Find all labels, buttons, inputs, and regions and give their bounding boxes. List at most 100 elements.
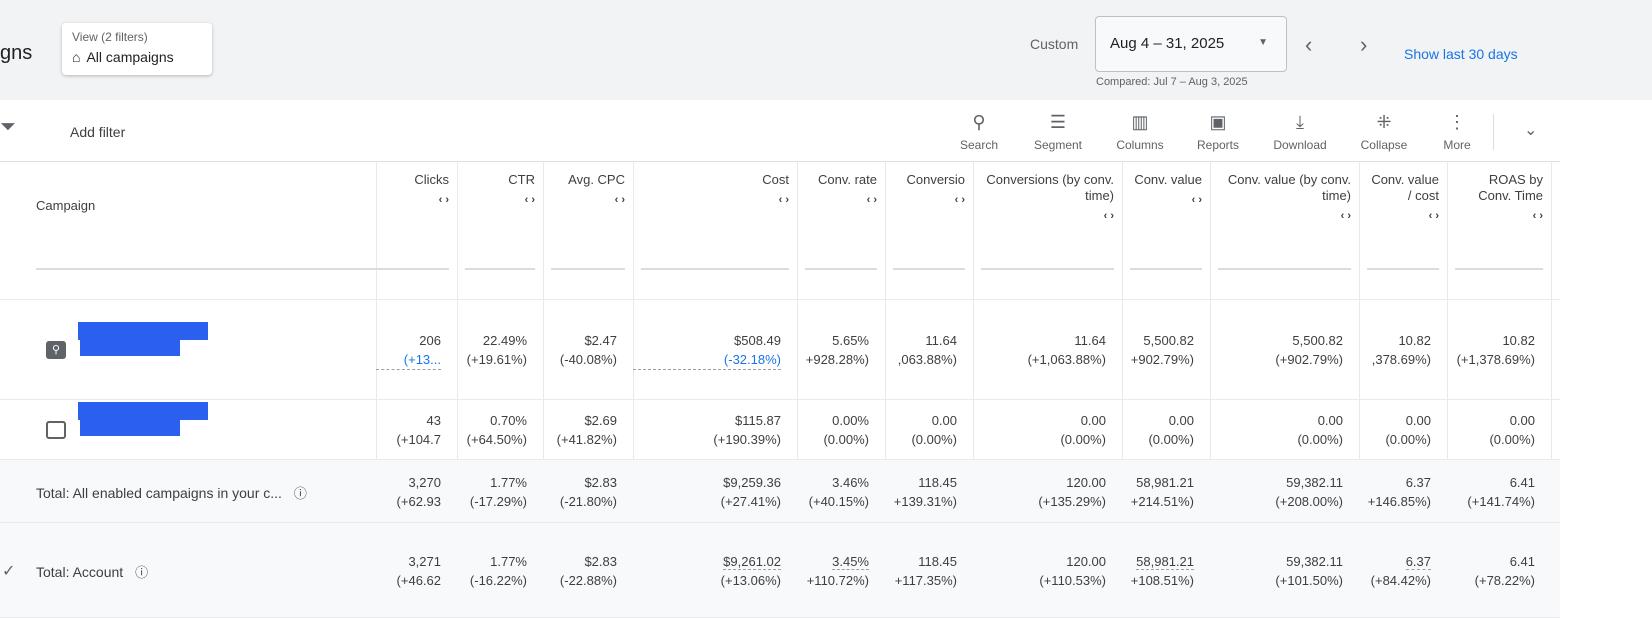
metric-change: (-21.80%)	[559, 493, 617, 509]
sort-icon[interactable]: ‹ ›	[614, 194, 625, 206]
cell-conv-rate: 3.45% +110.72%)	[797, 552, 869, 590]
sort-icon[interactable]: ‹ ›	[954, 194, 965, 206]
table-row[interactable]: ⚲ 206 (+13... 22.49% (+19.61%) $2.47 (-40.08%)…	[0, 300, 1560, 400]
date-range: Aug 4 – 31, 2025	[1110, 35, 1225, 52]
next-period-button[interactable]: ›	[1360, 32, 1368, 57]
column-divider	[376, 162, 377, 618]
cell-conv-value-cost: 6.37 +146.85%)	[1359, 473, 1431, 511]
toolbar-download-button[interactable]: ⤓ Download	[1268, 110, 1332, 152]
column-header-avg-cpc[interactable]: Avg. CPC ‹ ›	[551, 162, 625, 270]
column-header-roas-by-conv-time[interactable]: ROAS by Conv. Time ‹ ›	[1455, 162, 1543, 270]
metric-value: $9,261.02	[723, 553, 781, 570]
cell-conv-value-by-conv-time: 5,500.82 (+902.79%)	[1210, 331, 1343, 369]
cell-conv-value-cost: 0.00 (0.00%)	[1359, 411, 1431, 449]
metric-change: (+84.42%)	[1370, 572, 1431, 588]
metric-value: $9,259.36	[723, 474, 781, 490]
toolbar-divider	[1493, 114, 1494, 150]
help-icon[interactable]: ⓘ	[293, 485, 307, 501]
toolbar-segment-button[interactable]: ☰ Segment	[1030, 110, 1086, 152]
column-header-cost[interactable]: Cost ‹ ›	[641, 162, 789, 270]
column-header-conv-value-cost[interactable]: Conv. value / cost ‹ ›	[1367, 162, 1439, 270]
sort-icon[interactable]: ‹ ›	[1532, 210, 1543, 222]
chevron-down-icon[interactable]: ⌄	[1524, 122, 1538, 139]
toolbar-more-button[interactable]: ⋮ More	[1437, 110, 1477, 152]
toolbar-columns-button[interactable]: ▥ Columns	[1112, 110, 1168, 152]
toolbar-search-button[interactable]: ⚲ Search	[957, 110, 1001, 152]
column-header-ctr[interactable]: CTR ‹ ›	[465, 162, 535, 270]
cell-conv-value-cost: 10.82 ,378.69%)	[1359, 331, 1431, 369]
metric-change[interactable]: (-32.18%)	[633, 350, 781, 370]
cell-cost: $508.49 (-32.18%)	[633, 331, 781, 370]
cell-conv-value-by-conv-time: 59,382.11 (+101.50%)	[1210, 552, 1343, 590]
cell-conv-value-by-conv-time: 59,382.11 (+208.00%)	[1210, 473, 1343, 511]
column-divider	[457, 162, 458, 618]
metric-change: (+1,063.88%)	[1027, 352, 1106, 367]
column-divider	[1447, 162, 1448, 618]
metric-value: 206	[419, 333, 441, 348]
cell-ctr: 1.77% (-16.22%)	[457, 552, 527, 590]
metric-change: (0.00%)	[1385, 432, 1431, 447]
sort-icon[interactable]: ‹ ›	[438, 194, 449, 206]
column-header-clicks[interactable]: Clicks ‹ ›	[384, 162, 449, 270]
view-filters-label: View (2 filters)	[72, 30, 148, 44]
total-row[interactable]: Total: Account ⓘ ✓ 3,271 (+46.62 1.77% (-16.2…	[0, 523, 1560, 618]
column-header-label: Cost	[762, 172, 789, 187]
redacted-campaign-name[interactable]	[78, 322, 208, 340]
total-row[interactable]: Total: All enabled campaigns in your c..…	[0, 460, 1560, 523]
metric-change[interactable]: (+13...	[376, 350, 441, 370]
sort-icon[interactable]: ‹ ›	[866, 194, 877, 206]
view-selector[interactable]: View (2 filters) ⌂ All campaigns	[62, 23, 212, 75]
filter-icon[interactable]: ⏷	[0, 116, 16, 138]
sort-icon[interactable]: ‹ ›	[1428, 210, 1439, 222]
redacted-campaign-name[interactable]	[80, 420, 180, 436]
metric-value: $508.49	[734, 333, 781, 348]
column-divider	[1210, 162, 1211, 618]
cell-conversio: 0.00 (0.00%)	[885, 411, 957, 449]
column-header-conv-rate[interactable]: Conv. rate ‹ ›	[805, 162, 877, 270]
cell-ctr: 0.70% (+64.50%)	[457, 411, 527, 449]
cell-conv-rate: 3.46% (+40.15%)	[797, 473, 869, 511]
metric-change: (-16.22%)	[469, 572, 527, 588]
column-header-campaign[interactable]: Campaign	[36, 162, 396, 270]
metric-value: 0.00	[1405, 413, 1431, 428]
toolbar-button-label: Reports	[1196, 138, 1240, 152]
toolbar-collapse-button[interactable]: ⁜ Collapse	[1356, 110, 1412, 152]
sort-icon[interactable]: ‹ ›	[1340, 210, 1351, 222]
column-header-conv-value[interactable]: Conv. value ‹ ›	[1130, 162, 1202, 270]
sort-icon[interactable]: ‹ ›	[1191, 194, 1202, 206]
cell-conv-rate: 5.65% +928.28%)	[797, 331, 869, 369]
column-header-label: Campaign	[36, 198, 96, 213]
table-row[interactable]: 43 (+104.7 0.70% (+64.50%) $2.69 (+41.82%) $11…	[0, 400, 1560, 460]
column-header-label: Conv. value	[1134, 172, 1202, 187]
metric-value: 0.00	[1509, 413, 1535, 428]
metric-value: 1.77%	[490, 553, 527, 569]
column-divider	[1551, 162, 1552, 618]
sort-icon[interactable]: ‹ ›	[524, 194, 535, 206]
metric-change: (0.00%)	[1489, 432, 1535, 447]
column-header-conversio[interactable]: Conversio ‹ ›	[893, 162, 965, 270]
metric-value: 0.00	[1317, 413, 1343, 428]
total-label-text: Total: All enabled campaigns in your c..…	[36, 484, 282, 501]
column-header-label: ROAS by Conv. Time	[1478, 172, 1543, 203]
sort-icon[interactable]: ‹ ›	[778, 194, 789, 206]
column-divider	[543, 162, 544, 618]
redacted-campaign-name[interactable]	[78, 402, 208, 420]
date-range-picker[interactable]: Aug 4 – 31, 2025 ▼	[1095, 16, 1287, 72]
add-filter-button[interactable]: Add filter	[70, 124, 126, 140]
column-header-conv-value-by-conv-time[interactable]: Conv. value (by conv. time) ‹ ›	[1218, 162, 1351, 270]
view-name: All campaigns	[86, 49, 174, 65]
toolbar-reports-button[interactable]: ▣ Reports	[1192, 110, 1244, 152]
column-header-conversions-by-conv-time[interactable]: Conversions (by conv. time) ‹ ›	[981, 162, 1114, 270]
metric-value: 6.37	[1405, 553, 1431, 570]
sort-icon[interactable]: ‹ ›	[1103, 210, 1114, 222]
show-last-30-days-link[interactable]: Show last 30 days	[1404, 46, 1518, 62]
redacted-campaign-name[interactable]	[80, 340, 180, 356]
help-icon[interactable]: ⓘ	[135, 564, 149, 580]
metric-change: (+13.06%)	[720, 572, 781, 588]
metric-change: (+135.29%)	[1038, 493, 1106, 509]
cell-conversions-by-conv-time: 120.00 (+135.29%)	[973, 473, 1106, 511]
metric-change: (+104.7	[396, 432, 441, 447]
previous-period-button[interactable]: ‹	[1305, 32, 1313, 57]
cell-clicks: 3,271 (+46.62	[376, 552, 441, 590]
metric-value: 0.00	[1168, 413, 1194, 428]
